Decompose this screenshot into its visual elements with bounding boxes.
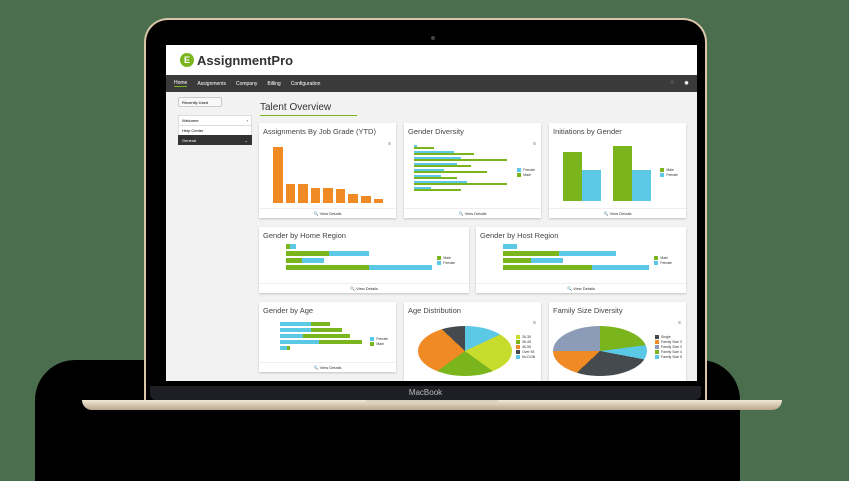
nav-company[interactable]: Company: [235, 80, 258, 87]
page-title: Talent Overview: [260, 102, 357, 116]
view-details-link[interactable]: 🔍 View Details: [476, 283, 686, 291]
menu-icon[interactable]: ≡: [388, 141, 391, 147]
panel-age-distribution: Age Distribution ≡ 26-35 36-45 46-55 Over 5…: [404, 302, 541, 381]
bar-chart: [563, 145, 651, 201]
panel-title: Family Size Diversity: [553, 306, 623, 315]
main: Talent Overview: [260, 97, 690, 116]
recently-used-button[interactable]: Recently Used: [178, 97, 222, 107]
chevron-down-icon: ⌄: [244, 138, 248, 143]
panel-job-grade: Assignments By Job Grade (YTD) ≡ 🔍 View …: [259, 123, 396, 218]
nav-billing[interactable]: Billing: [267, 80, 281, 87]
sidebar-item-general[interactable]: General ⌄: [178, 135, 252, 145]
panel-title: Gender by Host Region: [480, 231, 559, 240]
menu-icon[interactable]: ≡: [678, 320, 681, 326]
chevron-right-icon: ›: [246, 118, 248, 123]
legend: Single Family Size 3 Family Size 2 Family S…: [654, 335, 682, 360]
panel-title: Gender by Home Region: [263, 231, 346, 240]
laptop-notch: [366, 400, 498, 404]
nav-configuration[interactable]: Configuration: [290, 80, 321, 87]
view-details-link[interactable]: 🔍 View Details: [549, 208, 686, 216]
menu-icon[interactable]: ≡: [533, 141, 536, 147]
view-details-link[interactable]: 🔍 View Details: [259, 208, 396, 216]
menu-icon[interactable]: ≡: [533, 320, 536, 326]
device-label: MacBook: [150, 386, 701, 400]
legend: Male Female: [437, 256, 455, 266]
legend: Female Male: [370, 337, 388, 347]
legend: Female Male: [517, 168, 535, 178]
stacked-bar-chart: [286, 244, 432, 270]
sidebar-item-label: Help Center: [182, 128, 204, 133]
logo-icon: E: [180, 53, 194, 67]
panel-title: Initiations by Gender: [553, 127, 622, 136]
view-details-link[interactable]: 🔍 View Details: [404, 208, 541, 216]
panel-title: Assignments By Job Grade (YTD): [263, 127, 376, 136]
stacked-bar-chart: [503, 244, 649, 270]
sidebar-item-label: General: [182, 138, 197, 143]
view-details-link[interactable]: 🔍 View Details: [259, 283, 469, 291]
panel-title: Gender by Age: [263, 306, 314, 315]
nav-assignments[interactable]: Assignments: [197, 80, 226, 87]
sidebar-item-help-center[interactable]: Help Center: [178, 125, 252, 135]
panel-title: Gender Diversity: [408, 127, 464, 136]
screen: E AssignmentPro Home Assignments Company…: [166, 45, 697, 381]
panel-family-size: Family Size Diversity ≡ Single Family Siz…: [549, 302, 686, 381]
panel-gender-age: Gender by Age Female Male 🔍 View Details: [259, 302, 396, 372]
pie-chart: [553, 326, 647, 376]
sidebar-item-welcome[interactable]: Welcome ›: [178, 115, 252, 125]
legend: Male Female: [654, 256, 672, 266]
sidebar-item-label: Welcome: [182, 118, 199, 123]
stacked-bar-chart: [280, 322, 362, 350]
laptop-base: [82, 400, 782, 410]
panel-host-region: Gender by Host Region Male Female 🔍 View …: [476, 227, 686, 293]
app-header: E AssignmentPro: [166, 45, 697, 75]
nav-home[interactable]: Home: [174, 80, 188, 87]
gear-icon[interactable]: ✹: [683, 81, 689, 87]
legend: 26-35 36-45 46-55 Over 55 No DOB: [515, 335, 535, 360]
view-details-link[interactable]: 🔍 View Details: [259, 362, 396, 370]
panel-gender-diversity: Gender Diversity ≡ Female Male 🔍 View Det…: [404, 123, 541, 218]
brand-name: AssignmentPro: [197, 52, 294, 68]
panel-title: Age Distribution: [408, 306, 461, 315]
bar-chart: [273, 145, 384, 203]
panel-home-region: Gender by Home Region Male Female 🔍 View …: [259, 227, 469, 293]
legend: Male Female: [660, 168, 678, 178]
chat-icon[interactable]: ◌: [670, 80, 674, 86]
camera: [431, 36, 435, 40]
pie-chart: [418, 326, 512, 376]
top-nav: Home Assignments Company Billing Configu…: [166, 75, 697, 92]
panel-initiations: Initiations by Gender Male Female 🔍 View …: [549, 123, 686, 218]
hbar-chart: [414, 143, 514, 191]
sidebar: Recently Used Welcome › Help Center Gener…: [178, 97, 252, 145]
